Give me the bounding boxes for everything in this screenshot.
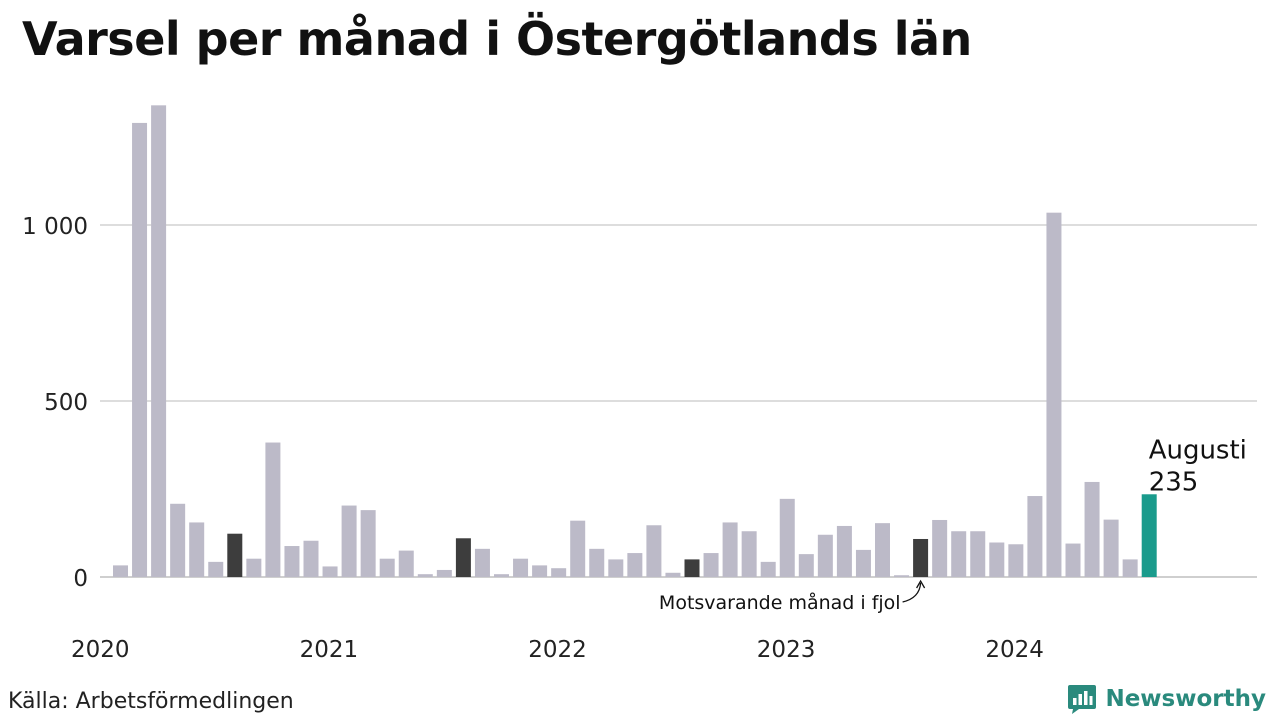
bar-2021-10 (513, 558, 529, 577)
bar-2020-07 (227, 533, 243, 577)
bar-2024-05 (1103, 519, 1119, 577)
bar-2020-01 (113, 565, 128, 577)
bar-2023-04 (855, 549, 871, 577)
bar-2023-10 (970, 531, 986, 577)
newsworthy-logo: Newsworthy (1067, 683, 1266, 715)
bar-2021-04 (398, 550, 414, 577)
annotations: Augusti 235 Motsvarande månad i fjol (659, 435, 1247, 614)
x-tick-label: 2023 (757, 637, 816, 663)
bar-2022-05 (646, 525, 662, 577)
current-value-label: 235 (1149, 467, 1199, 497)
bar-2024-04 (1084, 481, 1100, 577)
x-tick-label: 2024 (985, 637, 1044, 663)
bar-2023-07 (913, 538, 929, 577)
bar-2020-06 (208, 561, 224, 577)
bar-2022-09 (722, 522, 738, 577)
bar-2024-03 (1065, 543, 1081, 577)
bar-2024-02 (1046, 212, 1062, 577)
bar-2021-11 (532, 565, 548, 577)
bar-2020-02 (132, 122, 148, 578)
bar-2022-10 (741, 531, 757, 577)
current-month-label: Augusti (1149, 435, 1247, 465)
bar-chart: 0 500 1 000 2020 2021 2022 2023 2024 Augusti 2… (22, 105, 1257, 663)
bar-2020-11 (303, 540, 319, 577)
bar-2020-03 (151, 105, 167, 577)
y-tick-label: 1 000 (22, 214, 88, 240)
x-tick-label: 2021 (300, 637, 359, 663)
bar-2023-06 (894, 575, 910, 577)
bar-2020-08 (246, 558, 262, 577)
last-year-arrowhead (916, 579, 926, 589)
x-axis-ticks: 2020 2021 2022 2023 2024 (71, 637, 1044, 663)
last-year-arrow (902, 582, 922, 603)
x-tick-label: 2020 (71, 637, 130, 663)
y-tick-label: 0 (73, 566, 88, 592)
bar-2022-07 (684, 559, 700, 577)
bar-2022-11 (760, 561, 776, 577)
bar-2023-01 (798, 554, 814, 577)
bar-2021-05 (417, 574, 433, 577)
bar-2021-02 (360, 510, 376, 577)
bar-2022-04 (627, 553, 643, 577)
brand-name: Newsworthy (1105, 686, 1266, 712)
bar-2023-11 (989, 542, 1005, 577)
bar-2024-06 (1122, 559, 1138, 577)
bar-2023-12 (1008, 544, 1024, 577)
bar-2022-02 (589, 548, 605, 577)
y-tick-label: 500 (44, 390, 88, 416)
bar-2023-05 (875, 523, 890, 577)
bar-2022-12 (779, 498, 795, 577)
last-year-annotation: Motsvarande månad i fjol (659, 591, 901, 614)
y-axis-ticks: 0 500 1 000 (22, 214, 88, 592)
bar-2021-12 (551, 568, 567, 577)
bar-2020-05 (189, 522, 205, 577)
bar-2020-10 (284, 546, 300, 577)
bar-2021-03 (379, 558, 395, 577)
bar-2021-06 (436, 569, 452, 577)
bar-2023-09 (951, 531, 967, 577)
bar-2020-12 (322, 566, 338, 577)
bar-2024-07 (1141, 494, 1157, 577)
bar-2020-04 (170, 503, 186, 577)
bar-2020-09 (265, 442, 281, 577)
newsworthy-logo-icon (1068, 685, 1097, 714)
chart-title: Varsel per månad i Östergötlands län (22, 12, 972, 66)
bar-2021-08 (474, 548, 490, 577)
bar-2021-09 (494, 574, 509, 577)
bar-2024-01 (1027, 496, 1043, 577)
bar-2022-08 (703, 553, 719, 577)
bar-2022-06 (665, 572, 681, 577)
source-note: Källa: Arbetsförmedlingen (8, 689, 294, 714)
bars (113, 105, 1157, 578)
bar-2022-01 (570, 520, 586, 577)
bar-2021-01 (341, 505, 357, 577)
bar-2022-03 (608, 559, 624, 577)
x-tick-label: 2022 (528, 637, 587, 663)
bar-2023-08 (932, 519, 948, 577)
bar-2021-07 (455, 538, 471, 577)
bar-2023-03 (836, 525, 852, 577)
bar-2023-02 (817, 534, 833, 577)
